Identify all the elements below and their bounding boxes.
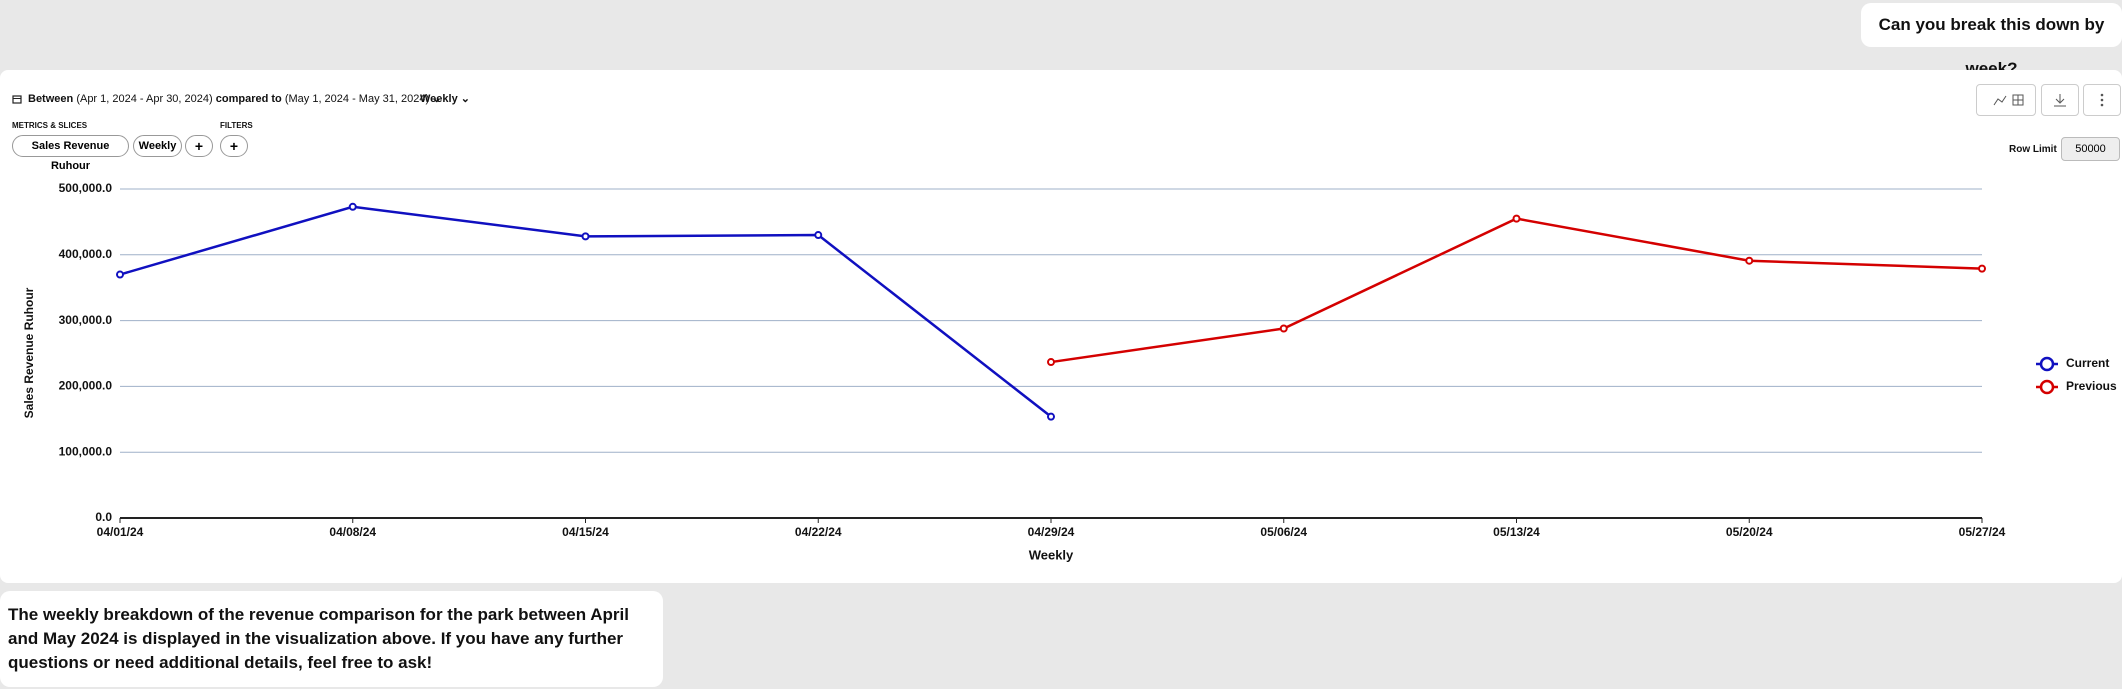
legend-label: Current [2066,356,2109,370]
assistant-message: The weekly breakdown of the revenue comp… [0,591,663,687]
x-tick-label: 05/27/24 [1959,525,2006,539]
data-point [1279,324,1288,333]
range-previous: (May 1, 2024 - May 31, 2024) [284,93,430,105]
more-icon [2100,93,2104,107]
legend-marker [2039,356,2055,372]
calendar-icon [12,95,22,104]
add-metric[interactable]: + [185,135,213,157]
download-icon [2054,94,2066,107]
data-point [1512,214,1521,223]
y-tick-label: 100,000.0 [59,444,113,458]
row-limit-label: Row Limit [2009,144,2057,155]
between: Between [28,93,74,105]
data-point [348,202,357,211]
chart: Sales Revenue Ruhour Weekly 0.0 100,000.0… [22,181,2117,562]
legend-label: Previous [2066,379,2117,393]
series-line [1050,217,1983,364]
y-tick-label: 0.0 [95,510,112,524]
data-point [1047,412,1055,421]
x-axis-title: Weekly [1029,547,1074,562]
row-limit-input[interactable]: 50000 [2061,137,2120,161]
y-tick-label: 300,000.0 [59,313,113,327]
range-current: (Apr 1, 2024 - Apr 30, 2024) [76,93,213,105]
y-tick-label: 500,000.0 [59,181,113,195]
granularity-dropdown[interactable]: Weekly ⌄ [420,93,470,105]
y-tick-label: 400,000.0 [59,247,113,261]
data-point [1745,256,1754,265]
add-filter[interactable]: + [220,135,248,157]
y-axis-title: Sales Revenue Ruhour [22,287,36,418]
x-tick-label: 04/08/24 [329,525,376,539]
data-point [1047,358,1055,367]
download-button[interactable] [2041,84,2079,116]
x-tick-label: 05/13/24 [1493,525,1540,539]
x-tick-label: 04/22/24 [795,525,842,539]
data-point [814,231,823,240]
x-tick-label: 05/06/24 [1260,525,1307,539]
legend-marker [2039,379,2055,395]
more-button[interactable] [2083,84,2121,116]
data-point [581,232,590,241]
data-point [116,270,124,279]
slice-pill[interactable]: Weekly [133,135,182,157]
y-tick-label: 200,000.0 [59,379,113,393]
date-range[interactable]: Between (Apr 1, 2024 - Apr 30, 2024) com… [28,93,442,105]
data-point [1978,264,1986,273]
chart-table-toggle[interactable] [1976,84,2036,116]
metrics-heading: METRICS & SLICES [12,121,88,130]
x-tick-label: 04/29/24 [1028,525,1075,539]
chart-card: Between (Apr 1, 2024 - Apr 30, 2024) com… [0,70,2122,583]
compared-to: compared to [215,93,282,105]
toggle-icons [1993,94,2024,106]
metric-pill[interactable]: Sales Revenue Ruhour [12,135,129,172]
x-tick-label: 05/20/24 [1726,525,1773,539]
x-tick-label: 04/15/24 [562,525,609,539]
granularity: Weekly [420,93,458,105]
filters-heading: FILTERS [220,121,253,130]
user-message: Can you break this down by week? [1861,3,2122,78]
x-tick-label: 04/01/24 [97,525,144,539]
